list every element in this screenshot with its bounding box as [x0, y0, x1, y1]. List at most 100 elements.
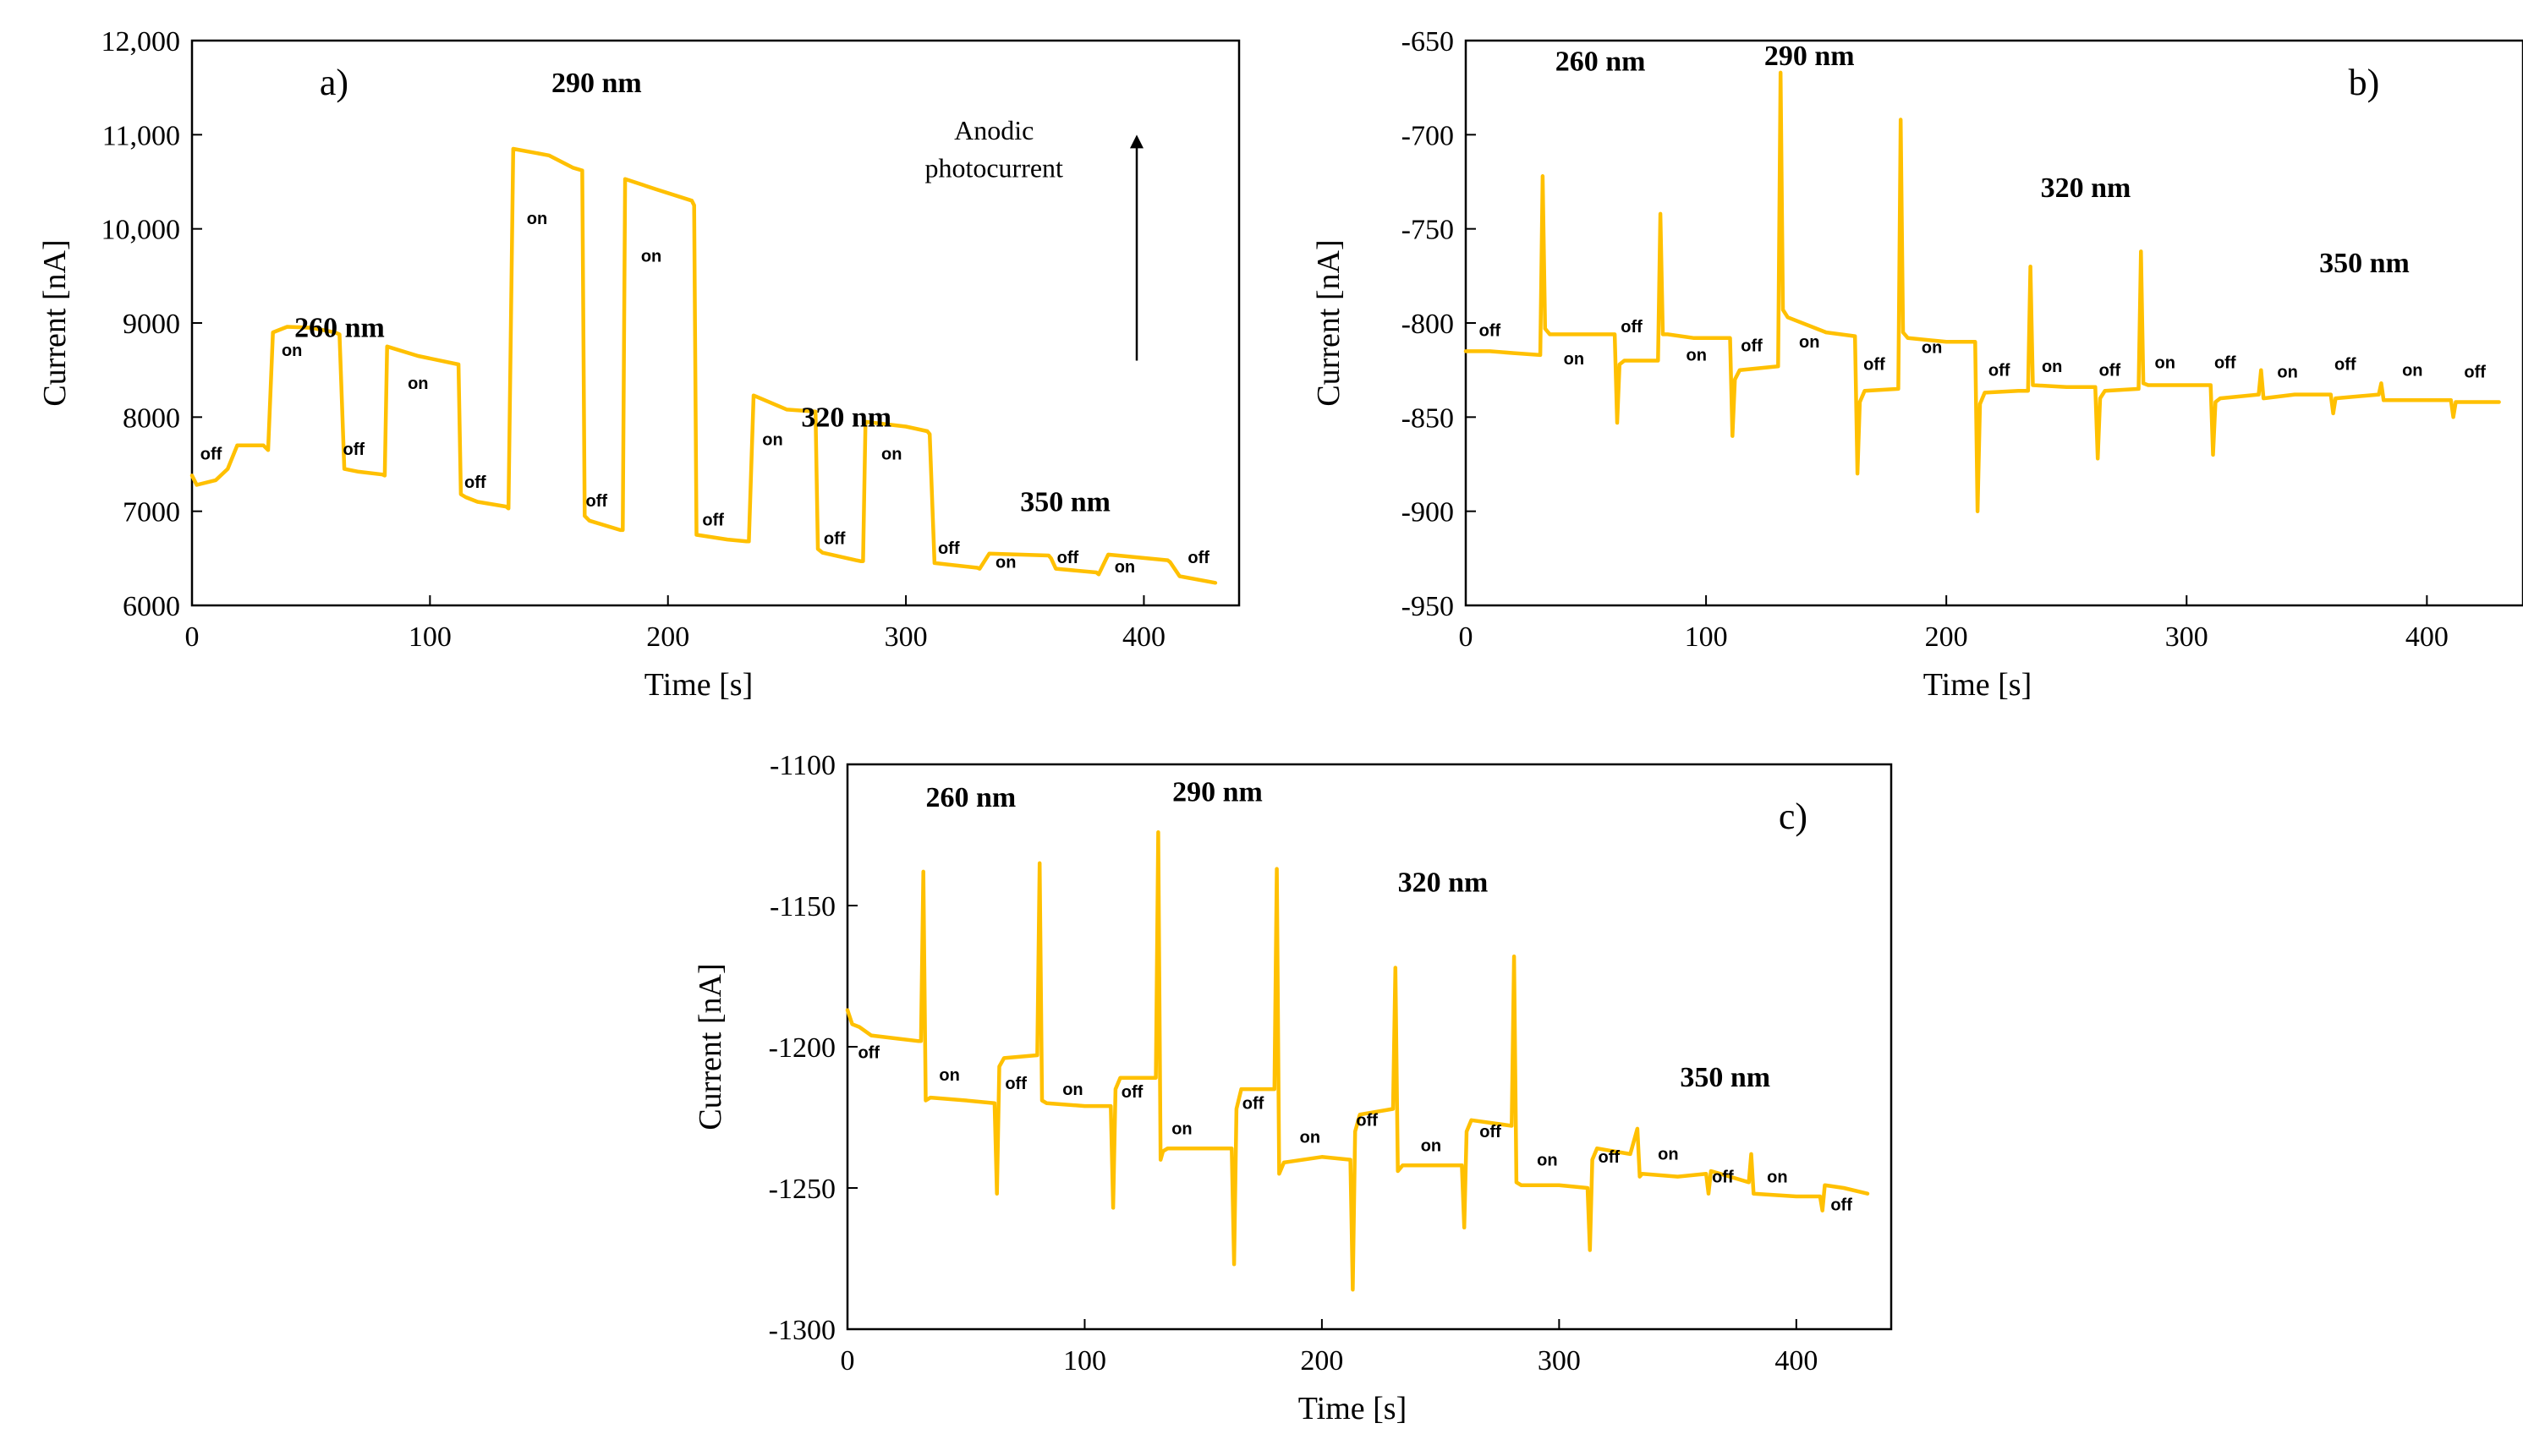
light-state-label: off: [1830, 1196, 1852, 1215]
x-tick-label: 100: [409, 621, 452, 653]
x-tick-label: 400: [1122, 621, 1166, 653]
y-tick-label: 6000: [123, 591, 180, 622]
x-tick-label: 200: [1925, 621, 1968, 653]
light-state-label: off: [938, 539, 960, 558]
light-state-label: on: [1767, 1168, 1787, 1186]
y-tick-label: 12,000: [101, 26, 181, 57]
light-state-label: on: [1062, 1081, 1083, 1099]
x-tick-label: 100: [1685, 621, 1728, 653]
wavelength-label: 260 nm: [294, 313, 385, 344]
panel-label: b): [2349, 62, 2380, 103]
light-state-label: off: [464, 473, 486, 492]
arrow-up-icon: [1130, 134, 1144, 149]
y-tick-label: -1250: [769, 1174, 836, 1205]
photocurrent-trace: [1463, 70, 2501, 513]
light-state-label: on: [1564, 350, 1584, 369]
chart-panel-2: -950 -900 -850 -800 -750 -700 -650 0 100 200 300 40…: [1311, 26, 2523, 703]
wavelength-label: 290 nm: [551, 68, 642, 99]
light-state-label: off: [1187, 549, 1209, 567]
x-tick-label: 300: [2165, 621, 2208, 653]
x-tick-label: 0: [185, 621, 200, 653]
light-state-label: off: [824, 530, 846, 549]
light-state-label: off: [1479, 1123, 1501, 1141]
light-state-label: on: [1537, 1151, 1557, 1169]
light-state-label: on: [762, 431, 782, 450]
x-tick-label: 100: [1063, 1345, 1106, 1377]
light-state-label: on: [2154, 353, 2175, 372]
light-state-label: on: [1658, 1146, 1678, 1164]
light-state-label: off: [1479, 322, 1501, 341]
y-axis-title: Current [nA]: [1311, 239, 1347, 406]
light-state-label: on: [1115, 558, 1135, 577]
light-state-label: off: [1242, 1094, 1264, 1113]
wavelength-label: 320 nm: [1398, 867, 1489, 898]
light-state-label: on: [2042, 358, 2062, 376]
y-tick-label: -750: [1401, 215, 1454, 246]
x-tick-label: 400: [1774, 1345, 1818, 1377]
light-state-label: off: [2099, 361, 2121, 380]
y-tick-label: 8000: [123, 402, 180, 434]
light-state-label: off: [1988, 361, 2010, 380]
panel-label: a): [320, 62, 348, 103]
light-state-label: off: [586, 492, 608, 511]
wavelength-label: 260 nm: [1555, 47, 1646, 78]
light-state-label: off: [2214, 353, 2236, 372]
wavelength-label: 350 nm: [1020, 487, 1111, 518]
light-state-label: on: [1922, 339, 1942, 358]
x-tick-label: 0: [1459, 621, 1473, 653]
y-tick-label: 9000: [123, 309, 180, 340]
chart-panel-1: 6000 7000 8000 9000 10,000 11,000 12,000 0 100 20…: [37, 26, 1241, 703]
wavelength-label: 350 nm: [1680, 1062, 1770, 1093]
light-state-label: on: [2277, 364, 2297, 382]
wavelength-label: 260 nm: [925, 782, 1016, 813]
light-state-label: on: [1687, 347, 1707, 365]
x-tick-label: 200: [646, 621, 689, 653]
light-state-label: off: [858, 1043, 880, 1062]
x-tick-label: 400: [2405, 621, 2449, 653]
light-state-label: on: [282, 342, 302, 360]
plot-frame: [846, 763, 1893, 1331]
light-state-label: on: [939, 1066, 959, 1085]
y-axis-title: Current [nA]: [37, 239, 73, 406]
light-state-label: off: [2334, 356, 2356, 375]
x-axis-title: Time [s]: [644, 667, 753, 703]
light-state-label: on: [1421, 1137, 1441, 1156]
x-tick-label: 200: [1300, 1345, 1343, 1377]
y-tick-label: -1200: [769, 1032, 836, 1064]
light-state-label: off: [1712, 1168, 1734, 1186]
light-state-label: on: [2402, 361, 2422, 380]
y-tick-label: 11,000: [102, 120, 180, 151]
y-tick-label: -850: [1401, 402, 1454, 434]
light-state-label: on: [1171, 1120, 1192, 1139]
light-state-label: off: [343, 441, 365, 459]
light-state-label: on: [408, 375, 428, 393]
y-tick-label: -950: [1401, 591, 1454, 622]
annotation-text: Anodic: [954, 115, 1034, 145]
light-state-label: on: [995, 553, 1016, 572]
light-state-label: off: [1005, 1075, 1027, 1093]
wavelength-label: 350 nm: [2319, 248, 2410, 279]
y-tick-label: 10,000: [101, 215, 181, 246]
light-state-label: on: [881, 445, 902, 463]
x-axis-title: Time [s]: [1298, 1391, 1407, 1426]
light-state-label: off: [1598, 1148, 1620, 1167]
y-tick-label: -1150: [770, 891, 836, 922]
annotation-text: photocurrent: [924, 152, 1063, 183]
light-state-label: off: [1741, 337, 1763, 355]
x-tick-label: 300: [1538, 1345, 1581, 1377]
light-state-label: on: [1300, 1129, 1320, 1147]
light-state-label: on: [641, 248, 661, 266]
y-tick-label: -800: [1401, 309, 1454, 340]
y-tick-label: 7000: [123, 497, 180, 528]
light-state-label: on: [1799, 333, 1819, 352]
x-tick-label: 0: [841, 1345, 855, 1377]
photocurrent-trace: [189, 146, 1218, 585]
light-state-label: off: [1356, 1112, 1378, 1130]
wavelength-label: 290 nm: [1172, 776, 1263, 807]
x-tick-label: 300: [885, 621, 928, 653]
y-tick-label: -700: [1401, 120, 1454, 151]
light-state-label: off: [1057, 549, 1079, 567]
y-tick-label: -1300: [769, 1315, 836, 1346]
photocurrent-trace: [845, 829, 1870, 1292]
chart-panel-3: -1300 -1250 -1200 -1150 -1100 0 100 200 300 400 Ti…: [693, 750, 1893, 1426]
